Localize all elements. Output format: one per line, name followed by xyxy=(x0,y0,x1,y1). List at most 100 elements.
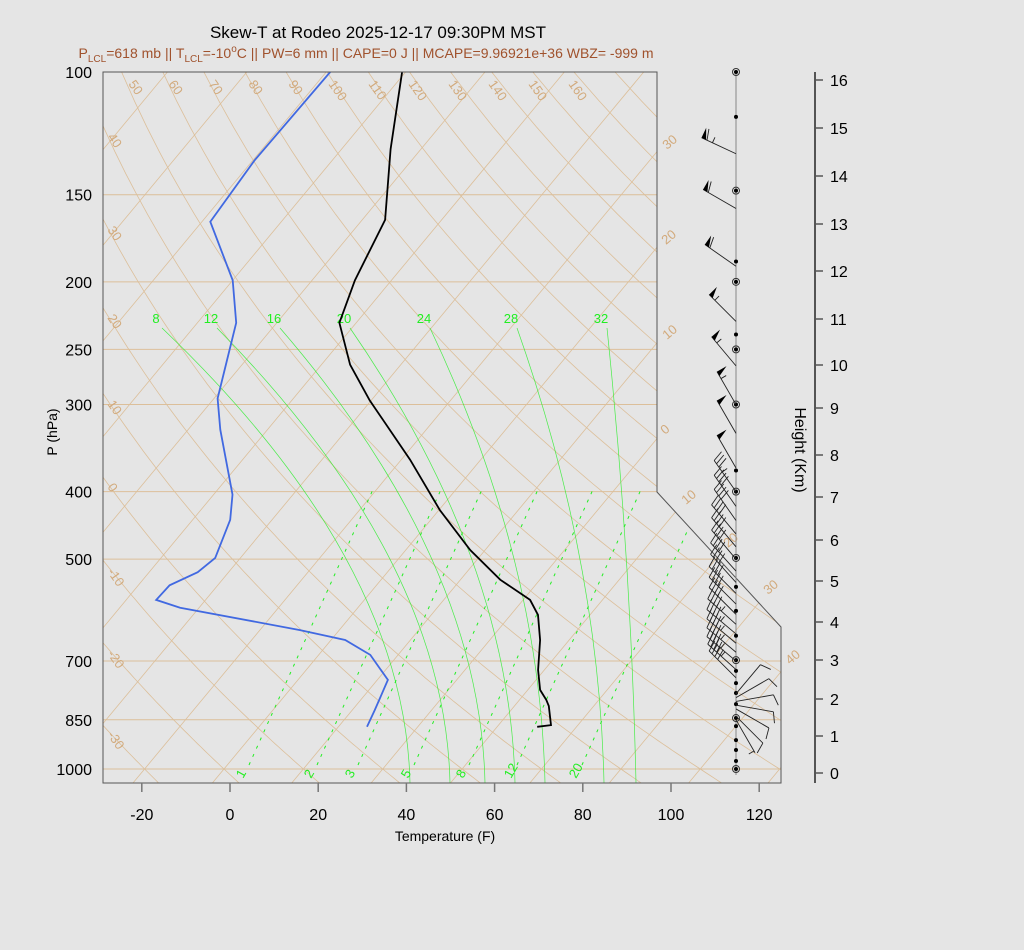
x-tick-label: 60 xyxy=(486,807,504,824)
wind-level-dot xyxy=(734,70,738,74)
subtitle-segment: P xyxy=(79,45,88,61)
moist-adiabat-line xyxy=(349,327,516,783)
barb-staff xyxy=(708,566,737,594)
barb-staff xyxy=(706,636,737,662)
dry-adiabat-label: 100 xyxy=(326,77,351,103)
isotherm-line xyxy=(103,72,645,783)
barb-full xyxy=(713,466,722,476)
barb-full xyxy=(709,237,715,249)
wind-level-dot xyxy=(734,188,738,193)
chart-subtitle: PLCL=618 mb || TLCL=-10oC || PW=6 mm || … xyxy=(79,44,654,65)
dry-adiabat-label: 130 xyxy=(446,77,471,103)
dry-adiabat-label: 90 xyxy=(286,77,307,97)
wind-barbs xyxy=(701,68,779,775)
barb-full xyxy=(708,567,716,578)
mixing-ratio-line xyxy=(581,489,707,766)
dry-adiabat-line xyxy=(409,72,781,783)
barb-full xyxy=(711,508,719,518)
wind-level-dot xyxy=(734,747,738,752)
calm-circle xyxy=(732,714,740,723)
wind-level-dot xyxy=(734,347,738,352)
barb-full xyxy=(768,678,778,687)
barb-staff xyxy=(708,587,737,615)
barb-full xyxy=(765,727,770,740)
wind-level-dot xyxy=(734,279,738,284)
barb-full xyxy=(772,711,775,724)
wind-barb xyxy=(735,678,778,699)
barb-full xyxy=(711,569,719,581)
isotherm-line xyxy=(103,72,168,783)
barb-full xyxy=(706,626,713,637)
barb-staff xyxy=(711,336,737,367)
barb-full xyxy=(710,532,718,544)
y-tick-label: 100 xyxy=(65,65,92,82)
isotherm-label: 0 xyxy=(657,421,672,437)
barb-full xyxy=(756,742,764,754)
dry-adiabat-label: 120 xyxy=(406,77,431,103)
wind-level-dot xyxy=(734,332,738,337)
wind-barb xyxy=(716,366,737,405)
height-tick-label: 2 xyxy=(830,692,839,709)
dry-adiabat-line xyxy=(103,72,724,783)
dry-adiabat-line xyxy=(0,72,79,784)
barb-half xyxy=(720,643,725,649)
isotherm-line xyxy=(449,72,781,783)
height-tick-label: 4 xyxy=(830,615,839,632)
wind-level-dot xyxy=(734,759,738,764)
moist-adiabat-label: 16 xyxy=(267,311,281,326)
wind-barb xyxy=(716,429,737,469)
isotherm-label: 10 xyxy=(659,322,680,343)
barb-full xyxy=(707,633,714,645)
barb-full xyxy=(710,544,718,555)
wind-barb xyxy=(708,567,737,605)
barb-pennant xyxy=(701,127,707,140)
barb-half xyxy=(720,634,725,640)
y-tick-label: 150 xyxy=(65,188,92,205)
subtitle-segment: LCL xyxy=(88,54,107,65)
wind-barb xyxy=(713,451,737,492)
barb-staff xyxy=(706,627,737,653)
dry-adiabat-line xyxy=(614,72,781,783)
moist-adiabat-label: 12 xyxy=(204,311,218,326)
isotherm-label: 20 xyxy=(658,227,679,248)
wind-barb xyxy=(735,708,770,740)
barb-half xyxy=(712,137,716,143)
height-tick-label: 3 xyxy=(830,653,839,670)
barb-staff xyxy=(701,137,737,155)
barb-full xyxy=(717,564,724,576)
dry-adiabat-line xyxy=(367,72,781,783)
barb-half xyxy=(748,750,755,755)
y-tick-label: 300 xyxy=(65,398,92,415)
y-axis-title: P (hPa) xyxy=(44,408,60,455)
barb-full xyxy=(707,181,712,193)
moist-adiabat-line xyxy=(279,327,486,783)
height-tick-label: 14 xyxy=(830,169,848,186)
barb-full xyxy=(713,451,722,461)
barb-full xyxy=(711,643,719,655)
barb-full xyxy=(711,495,719,506)
dry-adiabat-line xyxy=(103,72,563,783)
wind-barb xyxy=(706,598,737,635)
barb-pennant xyxy=(709,286,717,299)
plot-frame xyxy=(102,71,782,784)
barb-half xyxy=(720,625,725,631)
x-tick-label: 120 xyxy=(746,807,773,824)
barb-staff xyxy=(716,434,737,469)
barb-full xyxy=(708,577,716,588)
wind-barb xyxy=(708,556,737,594)
dry-adiabat-line xyxy=(162,72,781,783)
barb-full xyxy=(720,490,729,500)
moist-adiabat-label: 8 xyxy=(152,311,159,326)
barb-full xyxy=(716,483,725,493)
barb-staff xyxy=(710,553,737,583)
height-tick-label: 8 xyxy=(830,448,839,465)
calm-circle xyxy=(732,656,740,665)
barb-staff xyxy=(716,371,737,405)
barb-staff xyxy=(713,460,737,492)
barb-half xyxy=(721,468,728,473)
barb-full xyxy=(760,664,771,670)
barb-staff xyxy=(735,715,764,744)
dry-adiabat-label: 80 xyxy=(246,77,267,97)
height-tick-label: 15 xyxy=(830,121,848,138)
wind-barb xyxy=(713,466,737,507)
